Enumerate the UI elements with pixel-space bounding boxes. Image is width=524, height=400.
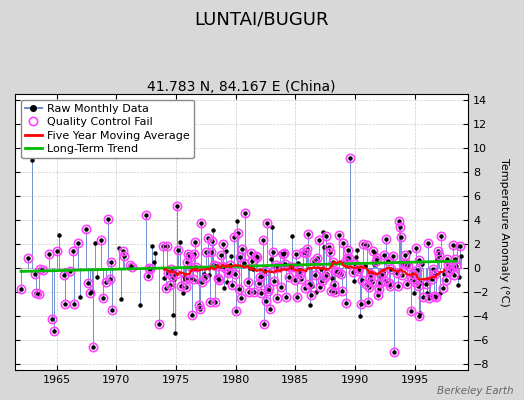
Title: 41.783 N, 84.167 E (China): 41.783 N, 84.167 E (China) [147,80,336,94]
Y-axis label: Temperature Anomaly (°C): Temperature Anomaly (°C) [499,158,509,306]
Text: Berkeley Earth: Berkeley Earth [437,386,514,396]
Legend: Raw Monthly Data, Quality Control Fail, Five Year Moving Average, Long-Term Tren: Raw Monthly Data, Quality Control Fail, … [20,100,194,158]
Text: LUNTAI/BUGUR: LUNTAI/BUGUR [195,10,329,28]
